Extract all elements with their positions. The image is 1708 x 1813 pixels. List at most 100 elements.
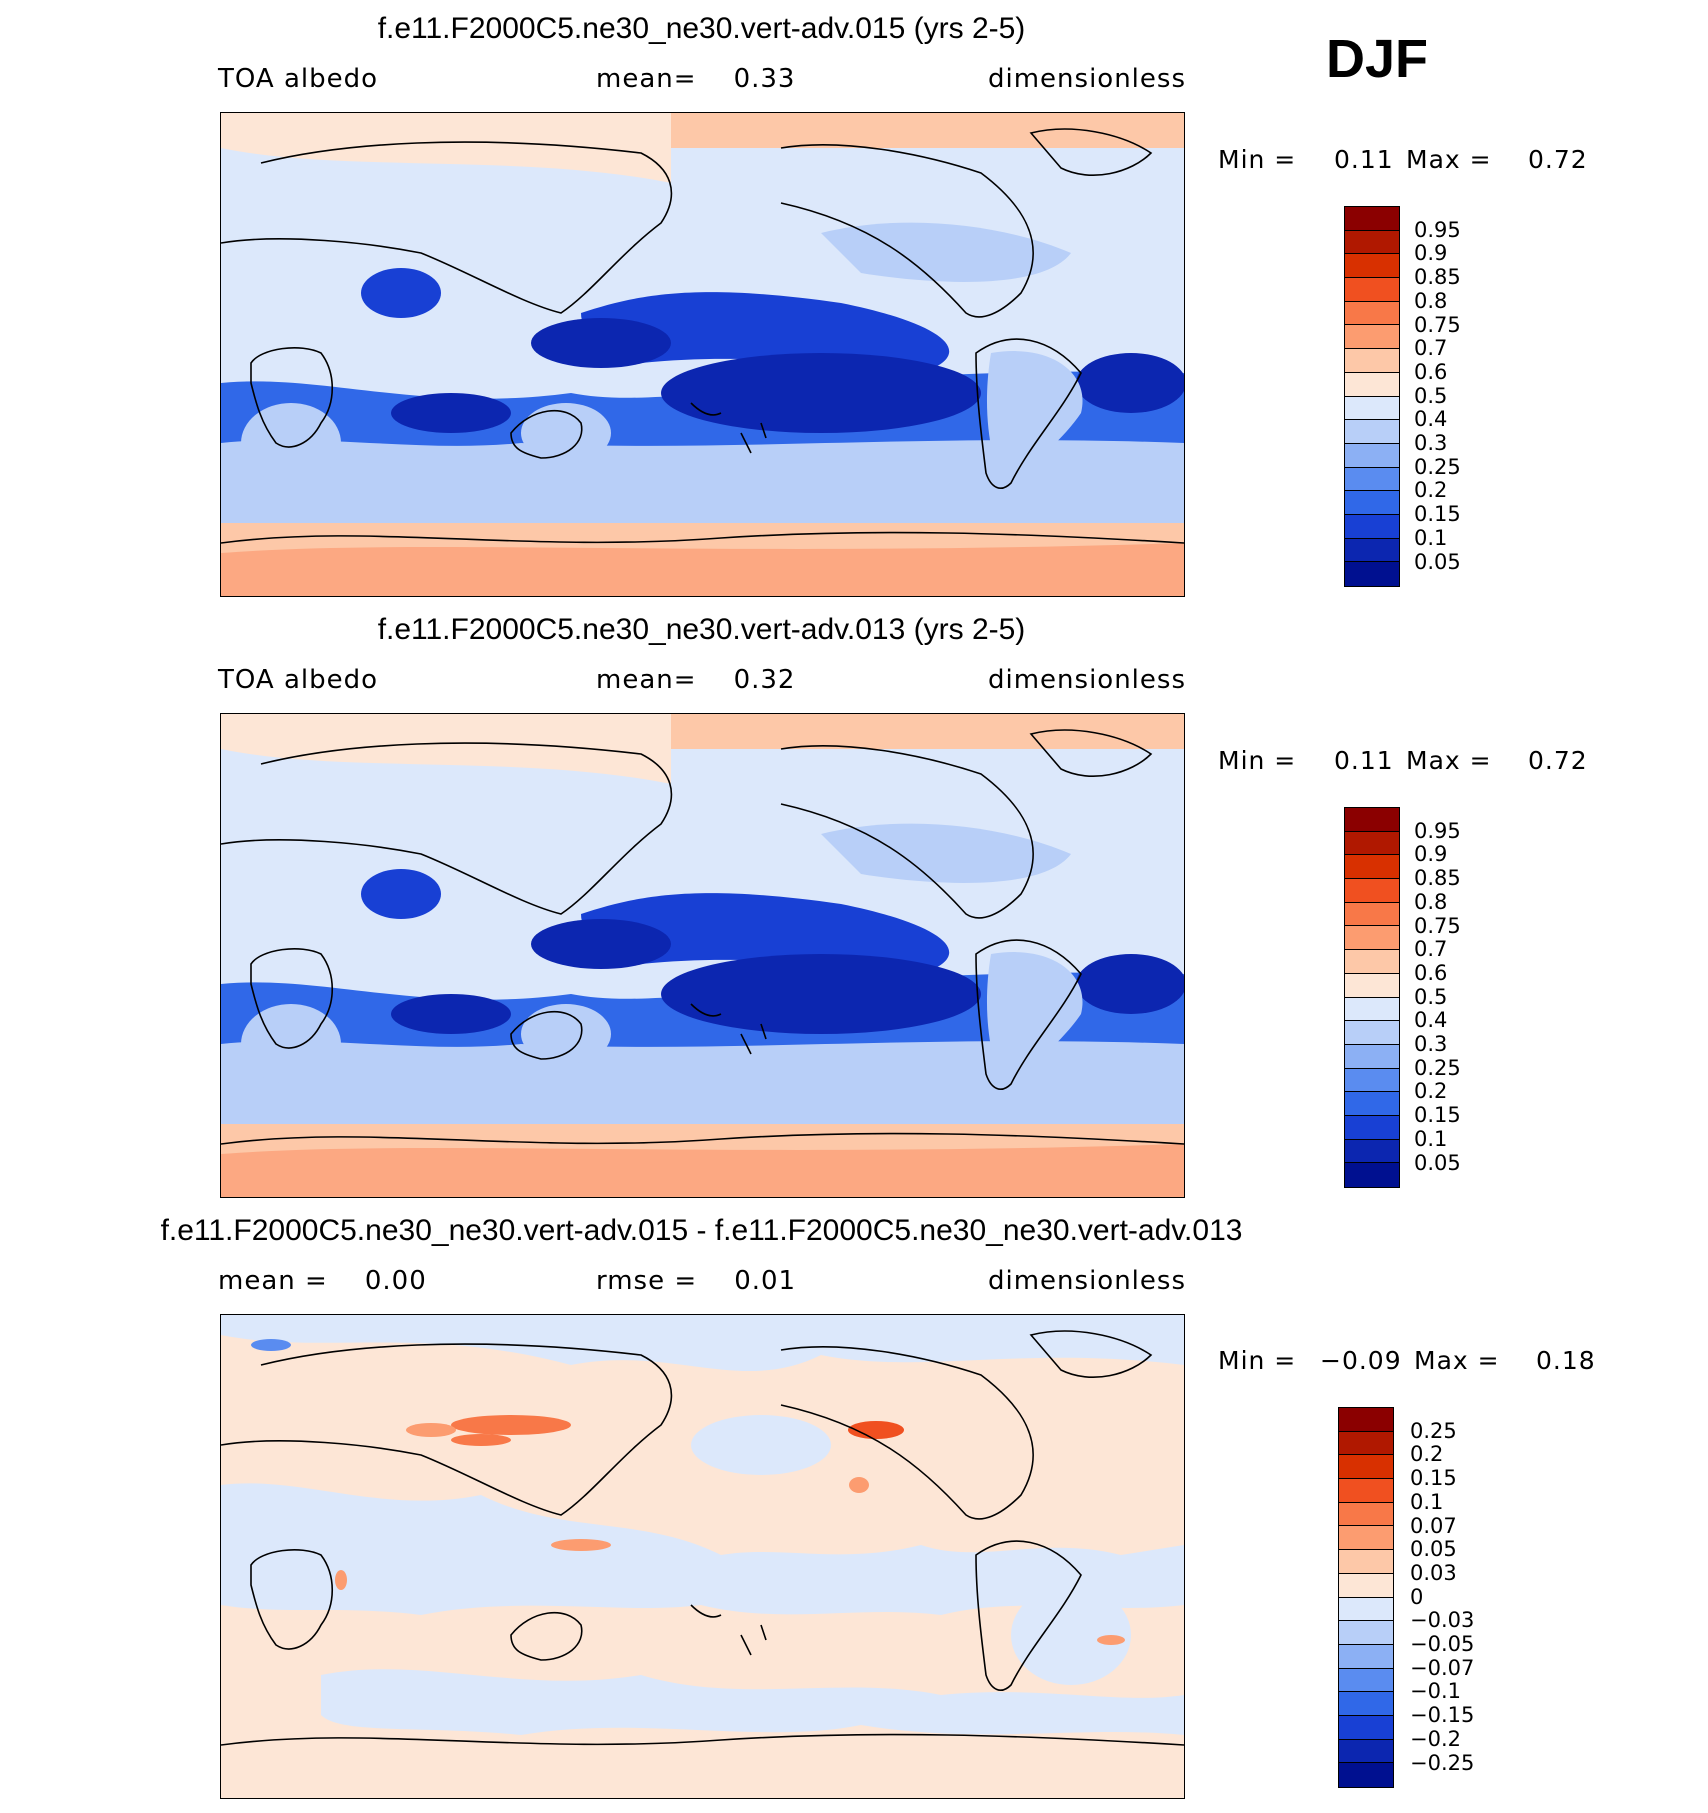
panel2-title: f.e11.F2000C5.ne30_ne30.vert-adv.013 (yr… bbox=[377, 613, 1026, 646]
colorbar-segment bbox=[1345, 950, 1399, 974]
colorbar-tick-label: 0.05 bbox=[1414, 1150, 1461, 1175]
panel3-min-label: Min = bbox=[1218, 1346, 1297, 1375]
colorbar-segment bbox=[1345, 1092, 1399, 1116]
colorbar-segment bbox=[1345, 1115, 1399, 1140]
colorbar-tick-label: 0.1 bbox=[1410, 1489, 1444, 1514]
colorbar-segment bbox=[1339, 1526, 1393, 1551]
panel2-min-label: Min = bbox=[1218, 746, 1297, 775]
colorbar-segment bbox=[1345, 278, 1399, 302]
colorbar-tick-label: 0.1 bbox=[1414, 1126, 1448, 1151]
colorbar-tick-label: 0.25 bbox=[1414, 454, 1461, 479]
colorbar-tick-label: 0.15 bbox=[1414, 502, 1461, 527]
colorbar-segment bbox=[1345, 1163, 1399, 1187]
panel1-max-value: 0.72 bbox=[1528, 145, 1588, 174]
colorbar-tick-label: 0.95 bbox=[1414, 818, 1461, 843]
colorbar-segment bbox=[1339, 1455, 1393, 1480]
colorbar-segment bbox=[1345, 372, 1399, 397]
panel3-mean: mean = 0.00 bbox=[218, 1266, 427, 1296]
colorbar-segment bbox=[1345, 831, 1399, 856]
colorbar-segment bbox=[1339, 1621, 1393, 1645]
colorbar-segment bbox=[1345, 207, 1399, 231]
colorbar-segment bbox=[1345, 973, 1399, 998]
panel1-units: dimensionless bbox=[988, 64, 1186, 94]
colorbar-segment bbox=[1339, 1479, 1393, 1503]
colorbar-tick-label: 0.7 bbox=[1414, 937, 1448, 962]
panel3-min-value: −0.09 bbox=[1320, 1346, 1402, 1375]
colorbar-tick-label: 0.5 bbox=[1414, 984, 1448, 1009]
colorbar-tick-label: −0.03 bbox=[1410, 1608, 1475, 1633]
colorbar-segment bbox=[1345, 997, 1399, 1022]
panel3-rmse: rmse = 0.01 bbox=[596, 1266, 797, 1296]
colorbar-segment bbox=[1345, 562, 1399, 586]
panel1-map-svg bbox=[221, 113, 1184, 596]
colorbar-segment bbox=[1345, 902, 1399, 927]
colorbar-segment bbox=[1345, 491, 1399, 515]
colorbar-segment bbox=[1339, 1668, 1393, 1693]
panel1-map bbox=[220, 112, 1185, 597]
colorbar-segment bbox=[1339, 1573, 1393, 1598]
colorbar-segment bbox=[1345, 926, 1399, 951]
colorbar-tick-label: 0.5 bbox=[1414, 383, 1448, 408]
colorbar-segment bbox=[1345, 443, 1399, 468]
colorbar-tick-label: 0.9 bbox=[1414, 241, 1448, 266]
panel1-max-label: Max = bbox=[1406, 145, 1492, 174]
colorbar-segment bbox=[1339, 1408, 1393, 1432]
panel1-mean: mean= 0.33 bbox=[596, 64, 796, 94]
colorbar-tick-label: −0.2 bbox=[1410, 1726, 1461, 1751]
colorbar-tick-label: −0.15 bbox=[1410, 1703, 1475, 1728]
colorbar-segment bbox=[1345, 1068, 1399, 1093]
colorbar-segment bbox=[1345, 396, 1399, 421]
panel3-map bbox=[220, 1314, 1185, 1799]
colorbar-tick-label: 0 bbox=[1410, 1584, 1424, 1609]
panel2-map-svg bbox=[221, 714, 1184, 1197]
panel1-colorbar bbox=[1344, 206, 1400, 587]
colorbar-segment bbox=[1345, 230, 1399, 255]
colorbar-tick-label: 0.4 bbox=[1414, 1008, 1448, 1033]
panel2-max-label: Max = bbox=[1406, 746, 1492, 775]
colorbar-segment bbox=[1345, 1021, 1399, 1045]
colorbar-tick-label: 0.3 bbox=[1414, 1032, 1448, 1056]
colorbar-segment bbox=[1339, 1692, 1393, 1716]
panel1-min-label: Min = bbox=[1218, 145, 1297, 174]
panel3-title: f.e11.F2000C5.ne30_ne30.vert-adv.015 - f… bbox=[160, 1214, 1243, 1247]
colorbar-tick-label: 0.07 bbox=[1410, 1513, 1457, 1538]
colorbar-tick-label: 0.8 bbox=[1414, 288, 1448, 313]
panel2-map bbox=[220, 713, 1185, 1198]
colorbar-tick-label: 0.25 bbox=[1410, 1418, 1457, 1443]
panel3-colorbar bbox=[1338, 1407, 1394, 1788]
colorbar-segment bbox=[1345, 808, 1399, 832]
colorbar-segment bbox=[1345, 254, 1399, 279]
panel3-max-label: Max = bbox=[1414, 1346, 1500, 1375]
panel2-colorbar bbox=[1344, 807, 1400, 1188]
colorbar-tick-label: 0.6 bbox=[1414, 960, 1448, 985]
colorbar-tick-label: −0.07 bbox=[1410, 1655, 1475, 1680]
colorbar-segment bbox=[1345, 855, 1399, 880]
colorbar-segment bbox=[1339, 1763, 1393, 1787]
colorbar-segment bbox=[1339, 1502, 1393, 1527]
panel1-title: f.e11.F2000C5.ne30_ne30.vert-adv.015 (yr… bbox=[377, 12, 1026, 45]
colorbar-tick-label: 0.4 bbox=[1414, 407, 1448, 432]
colorbar-segment bbox=[1345, 467, 1399, 492]
colorbar-tick-label: 0.95 bbox=[1414, 217, 1461, 242]
colorbar-segment bbox=[1339, 1739, 1393, 1764]
colorbar-tick-label: 0.75 bbox=[1414, 913, 1461, 938]
colorbar-segment bbox=[1345, 514, 1399, 539]
colorbar-segment bbox=[1345, 1139, 1399, 1164]
colorbar-tick-label: 0.15 bbox=[1414, 1103, 1461, 1128]
colorbar-tick-label: 0.03 bbox=[1410, 1560, 1457, 1585]
colorbar-tick-label: 0.2 bbox=[1414, 478, 1448, 503]
colorbar-segment bbox=[1339, 1431, 1393, 1456]
colorbar-tick-label: 0.7 bbox=[1414, 336, 1448, 361]
colorbar-tick-label: 0.85 bbox=[1414, 866, 1461, 891]
colorbar-segment bbox=[1345, 301, 1399, 326]
panel1-min-value: 0.11 bbox=[1334, 145, 1394, 174]
colorbar-tick-label: 0.1 bbox=[1414, 525, 1448, 550]
panel3-map-svg bbox=[221, 1315, 1184, 1798]
colorbar-tick-label: 0.15 bbox=[1410, 1466, 1457, 1491]
colorbar-segment bbox=[1345, 1044, 1399, 1069]
colorbar-segment bbox=[1345, 349, 1399, 373]
colorbar-segment bbox=[1339, 1644, 1393, 1669]
colorbar-tick-label: 0.3 bbox=[1414, 431, 1448, 455]
panel2-variable: TOA albedo bbox=[218, 665, 379, 695]
colorbar-segment bbox=[1339, 1550, 1393, 1574]
